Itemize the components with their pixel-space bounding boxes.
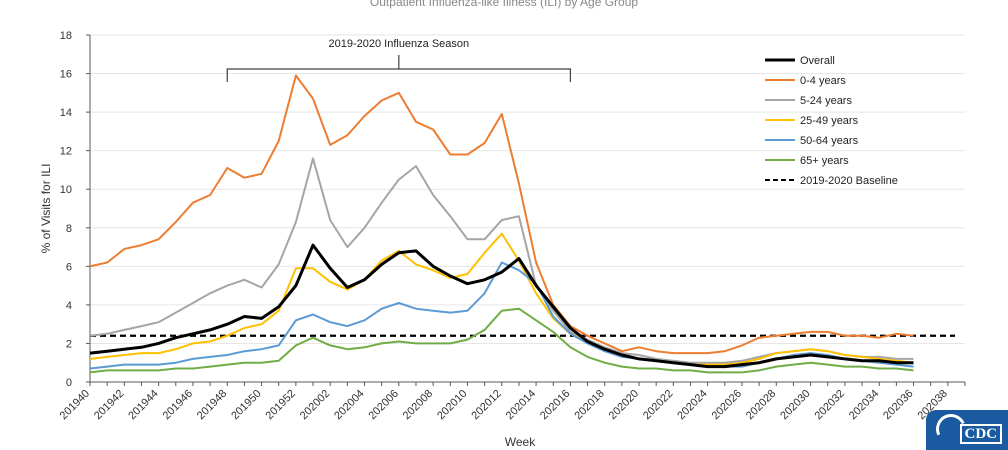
- season-annotation: 2019-2020 Influenza Season: [226, 38, 571, 82]
- x-tick-label: 202032: [813, 388, 847, 422]
- legend-label: 65+ years: [800, 155, 849, 167]
- annotation-bracket: [226, 68, 571, 82]
- x-tick-label: 202008: [401, 388, 435, 422]
- x-tick-label: 202014: [504, 388, 538, 422]
- y-tick-label: 12: [60, 146, 72, 158]
- legend-label: 5-24 years: [800, 95, 852, 107]
- series-line-0-4-years: [89, 74, 914, 355]
- x-tick-label: 202002: [298, 388, 332, 422]
- x-tick-label: 202010: [435, 388, 469, 422]
- y-tick-label: 16: [60, 69, 72, 81]
- series-line-65-years: [89, 307, 914, 374]
- x-tick-label: 202022: [641, 388, 675, 422]
- cdc-logo: CDC: [926, 409, 1008, 450]
- chart-top-title: Outpatient Influenza-like Illness (ILI) …: [370, 0, 638, 9]
- y-tick-label: 6: [66, 261, 72, 273]
- x-tick-label: 201942: [92, 388, 126, 422]
- cdc-logo-text: CDC: [959, 424, 1002, 444]
- y-axis-title: % of Visits for ILI: [39, 164, 53, 254]
- x-tick-label: 201952: [264, 388, 298, 422]
- y-tick-label: 18: [60, 30, 72, 42]
- y-tick-label: 14: [60, 107, 72, 119]
- x-tick-label: 202020: [607, 388, 641, 422]
- x-tick-label: 201946: [161, 388, 195, 422]
- y-tick-label: 0: [66, 377, 72, 389]
- y-tick-labels: 0 2 4 6 8 10 12 14 16 18: [60, 30, 72, 389]
- season-annotation-text: 2019-2020 Influenza Season: [328, 38, 469, 50]
- x-tick-label: 202026: [710, 388, 744, 422]
- x-tick-label: 202030: [778, 388, 812, 422]
- x-tick-label: 202028: [744, 388, 778, 422]
- x-tick-label: 202012: [469, 388, 503, 422]
- y-tick-label: 8: [66, 223, 72, 235]
- x-tick-label: 201940: [58, 388, 92, 422]
- x-tick-label: 201948: [195, 388, 229, 422]
- y-tick-label: 2: [66, 338, 72, 350]
- legend-label: 50-64 years: [800, 135, 859, 147]
- legend: Overall 0-4 years 5-24 years 25-49 years 50-…: [765, 55, 898, 187]
- x-tick-label: 201950: [229, 388, 263, 422]
- x-tick-label: 202018: [572, 388, 606, 422]
- y-tick-label: 4: [66, 300, 72, 312]
- x-tick-label: 202016: [538, 388, 572, 422]
- axes: [86, 34, 966, 386]
- legend-label: Overall: [800, 55, 835, 67]
- legend-label: 25-49 years: [800, 115, 859, 127]
- x-axis-title: Week: [505, 435, 536, 449]
- x-tick-label: 202034: [847, 388, 881, 422]
- x-tick-label: 202004: [332, 388, 366, 422]
- x-tick-label: 201944: [126, 388, 160, 422]
- x-tick-label: 202036: [881, 388, 915, 422]
- y-gridlines: [90, 34, 965, 344]
- series-line-overall: [89, 243, 914, 369]
- x-tick-label: 202024: [675, 388, 709, 422]
- x-tick-labels: 201940 201942 201944 201946 201948 201950 2019…: [58, 388, 950, 422]
- y-tick-label: 10: [60, 184, 72, 196]
- x-tick-label: 202006: [366, 388, 400, 422]
- legend-label: 2019-2020 Baseline: [800, 175, 898, 187]
- series-line-50-64-years: [89, 261, 914, 370]
- series-lines: [89, 74, 914, 374]
- series-line-25-49-years: [89, 232, 914, 366]
- legend-label: 0-4 years: [800, 75, 846, 87]
